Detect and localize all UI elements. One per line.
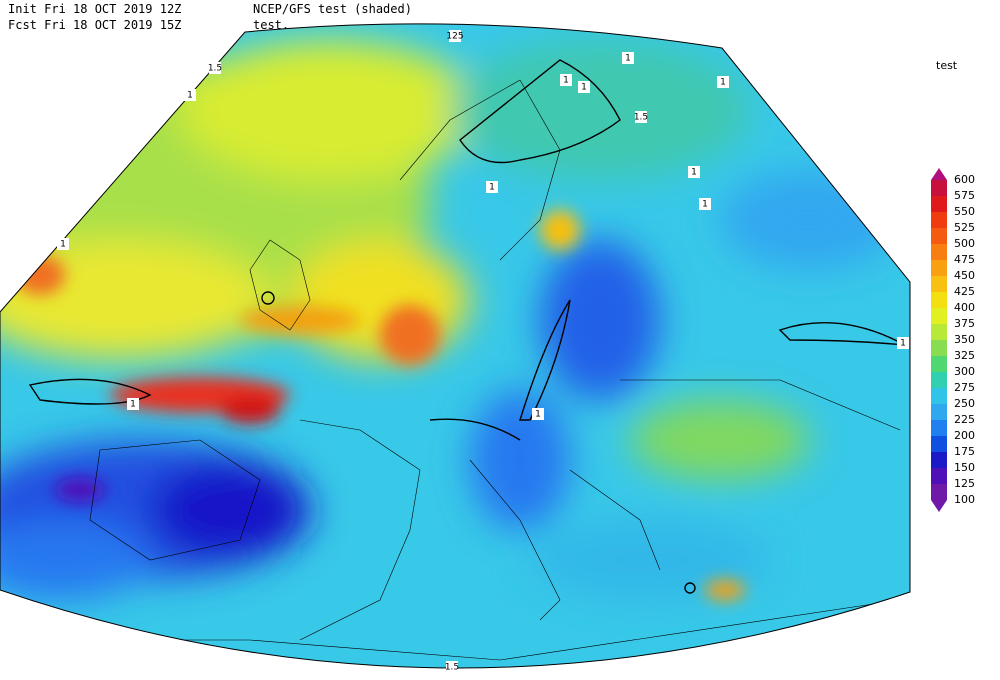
contour-label: 1 [563,76,569,86]
contour-label-bg [578,81,590,93]
contour-label: 1 [702,200,708,210]
legend-swatch [931,292,947,308]
legend-label: 475 [954,253,975,266]
legend-label: 500 [954,237,975,250]
contour-label-bg [699,198,711,210]
contour-label: 1 [187,91,193,101]
contour-label-bg [449,30,461,42]
colorbar: 600 575 550 525 500 475 450 425 400 375 350 325 300 2… [931,168,975,512]
map-frame [0,23,911,669]
legend-label: 525 [954,221,975,234]
legend-label: 325 [954,349,975,362]
legend-label: 100 [954,493,975,506]
legend-label: 575 [954,189,975,202]
legend-label: 150 [954,461,975,474]
contour-label-bg [184,89,196,101]
contour-label: 125 [446,32,463,42]
legend-label: 125 [954,477,975,490]
legend-swatch [931,324,947,340]
legend-swatch [931,228,947,244]
legend-swatch [931,196,947,212]
legend-label: 550 [954,205,975,218]
contour-label: 1.5 [445,663,459,673]
contour-label: 1 [130,400,136,410]
legend-label: 375 [954,317,975,330]
contour-label: 1 [535,410,541,420]
header-init: Init Fri 18 OCT 2019 12Z [8,2,181,16]
contour-label-bg [57,238,69,250]
legend-swatch [931,244,947,260]
legend-label: 400 [954,301,975,314]
contour-label: 1 [720,78,726,88]
contour-label-bg [532,408,544,420]
legend-swatch [931,484,947,500]
legend-swatch [931,436,947,452]
legend-swatch [931,308,947,324]
contour-label: 1 [900,339,906,349]
header-field: test. [253,18,289,32]
contour-label-bg [688,166,700,178]
contour-label-bg [127,398,139,410]
contour-label-bg [897,337,909,349]
header-fcst: Fcst Fri 18 OCT 2019 15Z [8,18,181,32]
legend-label: 250 [954,397,975,410]
contour-label-bg [486,181,498,193]
legend-label: 275 [954,381,975,394]
legend-swatch [931,420,947,436]
contours [28,59,906,594]
contour-labels: 125 1.5 1 1 1 1 1.5 1 1 1 1 1 1 1 1 1.5 [57,30,909,673]
contour-label-bg [717,76,729,88]
legend-swatch [931,180,947,196]
contour-label-bg [635,111,647,123]
legend-arrow-bottom [931,500,947,512]
legend-label: 300 [954,365,975,378]
legend-label: 175 [954,445,975,458]
legend-swatch [931,212,947,228]
shaded-field [0,23,910,669]
contour-label: 1 [489,183,495,193]
contour-label-bg [446,661,458,673]
contour-label-bg [209,62,221,74]
contour-label: 1 [625,54,631,64]
legend-swatch [931,404,947,420]
legend-swatch [931,276,947,292]
legend-label: 425 [954,285,975,298]
contour-label: 1 [581,83,587,93]
contour-label-bg [622,52,634,64]
contour-label: 1.5 [208,64,222,74]
contour-label-bg [560,74,572,86]
legend-label: 225 [954,413,975,426]
legend-title: test [936,59,958,72]
legend-label: 450 [954,269,975,282]
legend-swatch [931,356,947,372]
contour-label: 1 [60,240,66,250]
legend-swatch [931,372,947,388]
legend-label: 600 [954,173,975,186]
legend-swatch [931,388,947,404]
contour-label: 1.5 [634,113,648,123]
legend-arrow-top [931,168,947,180]
legend-swatch [931,340,947,356]
legend-swatch [931,468,947,484]
legend-swatch [931,260,947,276]
legend-label: 200 [954,429,975,442]
contour-label: 1 [691,168,697,178]
legend-label: 350 [954,333,975,346]
header-model: NCEP/GFS test (shaded) [253,2,412,16]
legend-swatch [931,452,947,468]
